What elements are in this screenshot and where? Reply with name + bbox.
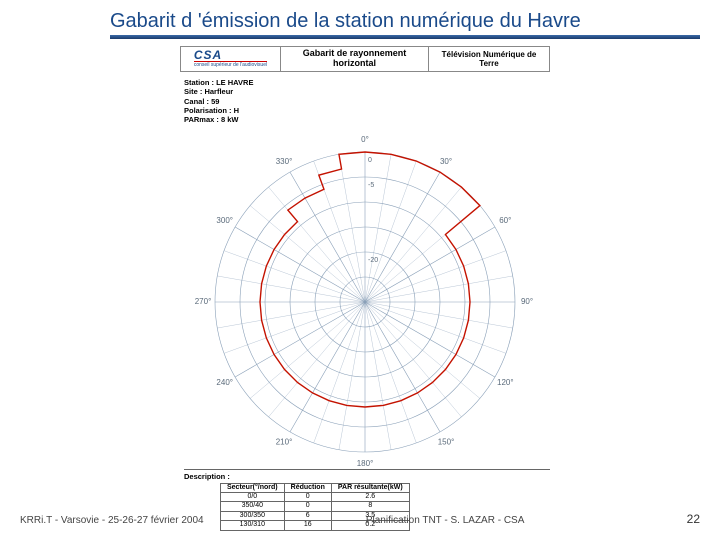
meta-par-label: PARmax :: [184, 115, 219, 124]
footer-center: Planification TNT - S. LAZAR - CSA: [366, 515, 525, 526]
header-right: Télévision Numérique de Terre: [429, 47, 549, 71]
svg-text:150°: 150°: [438, 437, 455, 446]
footer-left: KRRi.T - Varsovie - 25-26-27 février 200…: [20, 515, 204, 526]
title-underline: [110, 35, 700, 39]
svg-text:300°: 300°: [216, 216, 233, 225]
svg-text:30°: 30°: [440, 156, 452, 165]
svg-text:210°: 210°: [276, 437, 293, 446]
table-header: Réduction: [284, 483, 331, 492]
logo-cell: CSA conseil supérieur de l'audiovisuel: [181, 47, 281, 71]
figure: CSA conseil supérieur de l'audiovisuel G…: [180, 46, 550, 531]
station-meta: Station : LE HAVRE Site : Harfleur Canal…: [184, 78, 550, 125]
meta-site-label: Site :: [184, 87, 202, 96]
meta-station-value: LE HAVRE: [216, 78, 253, 87]
table-cell: 350/40: [221, 502, 285, 511]
page-number: 22: [687, 512, 700, 526]
polar-svg: 0° 30° 60° 90° 120° 150° 180° 210° 240° 270° 300° 3…: [180, 127, 550, 467]
svg-text:120°: 120°: [497, 378, 514, 387]
table-row: 0/002.6: [221, 493, 410, 502]
title-row: Gabarit d 'émission de la station numéri…: [110, 10, 700, 39]
meta-canal-value: 59: [211, 97, 219, 106]
slide: Gabarit d 'émission de la station numéri…: [0, 0, 720, 540]
svg-text:-20: -20: [368, 257, 378, 264]
table-cell: 0: [284, 502, 331, 511]
header-center: Gabarit de rayonnement horizontal: [281, 47, 429, 71]
csa-logo: CSA: [194, 49, 267, 62]
meta-canal-label: Canal :: [184, 97, 209, 106]
slide-title: Gabarit d 'émission de la station numéri…: [110, 10, 700, 33]
svg-text:0: 0: [368, 157, 372, 164]
table-row: 350/4008: [221, 502, 410, 511]
csa-logo-sub: conseil supérieur de l'audiovisuel: [194, 62, 267, 68]
svg-text:60°: 60°: [499, 216, 511, 225]
svg-text:180°: 180°: [357, 459, 374, 467]
table-cell: 0: [284, 493, 331, 502]
svg-text:330°: 330°: [276, 156, 293, 165]
table-cell: 0/0: [221, 493, 285, 502]
svg-text:0°: 0°: [361, 135, 369, 144]
footer: KRRi.T - Varsovie - 25-26-27 février 200…: [20, 512, 700, 526]
table-header: PAR résultante(kW): [331, 483, 409, 492]
svg-text:240°: 240°: [216, 378, 233, 387]
table-cell: 2.6: [331, 493, 409, 502]
meta-polar-label: Polarisation :: [184, 106, 232, 115]
meta-station-label: Station :: [184, 78, 214, 87]
description-label: Description :: [184, 469, 550, 481]
svg-text:90°: 90°: [521, 297, 533, 306]
table-cell: 8: [331, 502, 409, 511]
meta-polar-value: H: [234, 106, 239, 115]
polar-chart: 0° 30° 60° 90° 120° 150° 180° 210° 240° 270° 300° 3…: [180, 127, 550, 467]
svg-text:270°: 270°: [195, 297, 212, 306]
svg-text:-5: -5: [368, 182, 374, 189]
meta-par-value: 8 kW: [221, 115, 239, 124]
figure-header: CSA conseil supérieur de l'audiovisuel G…: [180, 46, 550, 72]
table-header: Secteur(°/nord): [221, 483, 285, 492]
meta-site-value: Harfleur: [204, 87, 233, 96]
